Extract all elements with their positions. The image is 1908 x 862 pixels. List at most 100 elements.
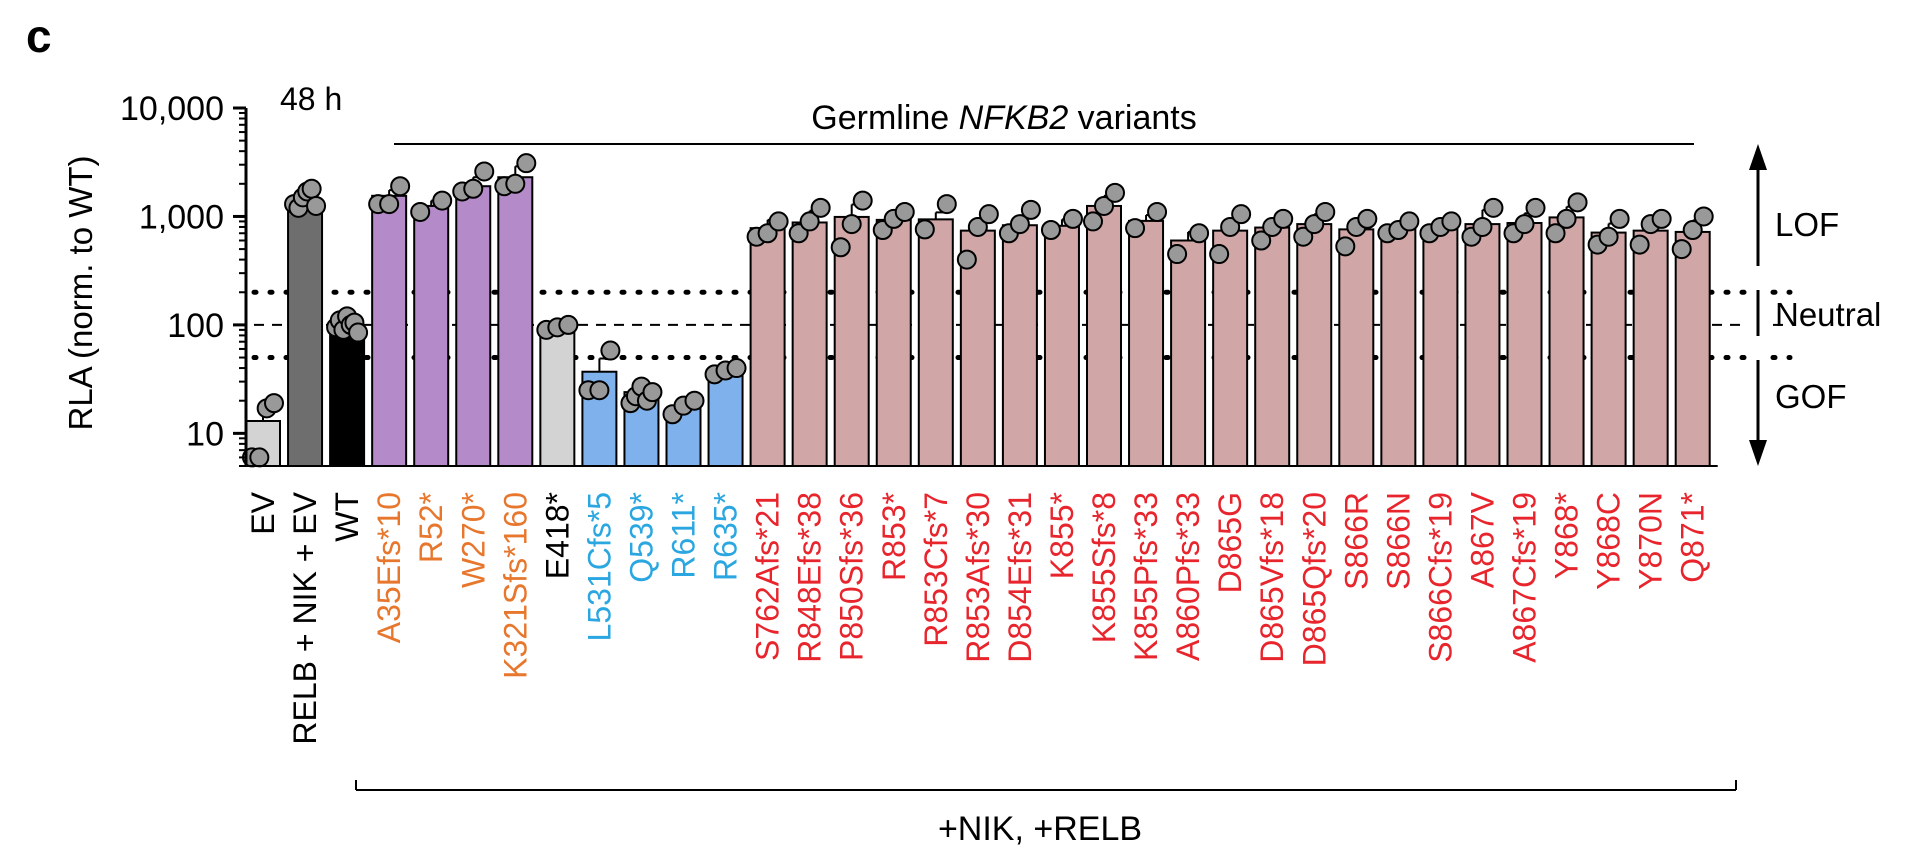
bar xyxy=(455,185,492,468)
x-tick-label: S866N xyxy=(1380,492,1416,590)
data-point xyxy=(1009,214,1030,235)
data-point xyxy=(894,201,915,222)
lof-label: LOF xyxy=(1775,206,1839,243)
x-tick-label: EV xyxy=(245,491,281,534)
panel-label: c xyxy=(26,10,52,62)
data-point xyxy=(1682,220,1703,241)
x-tick-label: D865Qfs*20 xyxy=(1296,492,1332,666)
x-tick-label: D865G xyxy=(1212,492,1248,593)
data-point xyxy=(1209,244,1230,265)
neutral-label: Neutral xyxy=(1775,296,1881,333)
x-tick-label: W270* xyxy=(455,492,491,588)
bar xyxy=(1632,229,1669,467)
x-tick-label: S866Cfs*19 xyxy=(1422,492,1458,663)
data-point xyxy=(1545,223,1566,244)
x-tick-label: D854Efs*31 xyxy=(1002,492,1038,663)
bar xyxy=(707,370,744,468)
x-tick-label: S762Afs*21 xyxy=(750,492,786,661)
data-point xyxy=(936,194,957,215)
data-point xyxy=(830,237,851,258)
data-point xyxy=(1062,208,1083,229)
data-point xyxy=(306,195,327,216)
bar xyxy=(413,204,450,467)
data-point xyxy=(768,211,789,232)
bar xyxy=(1674,230,1711,467)
bracket-label: +NIK, +RELB xyxy=(938,810,1142,848)
bar xyxy=(959,229,996,467)
bar xyxy=(1380,228,1417,467)
x-tick-label: Q539* xyxy=(623,492,659,583)
data-point xyxy=(432,190,453,211)
bar xyxy=(1590,231,1627,467)
data-point xyxy=(956,249,977,270)
bar xyxy=(1338,228,1375,467)
data-point xyxy=(249,447,270,468)
data-point xyxy=(1629,234,1650,255)
data-point xyxy=(1483,197,1504,218)
bar xyxy=(539,327,576,468)
x-tick-label: R611* xyxy=(666,492,702,579)
data-point xyxy=(1598,226,1619,247)
bar xyxy=(1043,224,1080,467)
x-tick-label: L531Cfs*5 xyxy=(581,492,617,641)
y-tick-label: 100 xyxy=(167,307,224,345)
data-point xyxy=(1556,208,1577,229)
bar xyxy=(1001,224,1038,467)
data-point xyxy=(505,173,526,194)
data-point xyxy=(463,178,484,199)
data-point xyxy=(852,190,873,211)
x-tick-label: R853Afs*30 xyxy=(960,492,996,663)
data-point xyxy=(967,216,988,237)
bar xyxy=(1086,204,1122,467)
data-point xyxy=(516,153,537,174)
x-tick-label: K855* xyxy=(1044,492,1080,579)
x-tick-label: Y868* xyxy=(1549,492,1585,579)
data-point xyxy=(1040,220,1061,241)
bar xyxy=(1548,216,1585,467)
bar xyxy=(791,221,828,467)
data-point xyxy=(474,161,495,182)
x-tick-label: Q871* xyxy=(1675,492,1711,583)
x-tick-label: K855Pfs*33 xyxy=(1128,492,1164,661)
time-label: 48 h xyxy=(280,81,342,117)
x-tick-label: P850Sfs*36 xyxy=(834,492,870,661)
data-point xyxy=(1304,214,1325,235)
x-tick-label: Y870N xyxy=(1633,492,1669,590)
data-point xyxy=(1399,211,1420,232)
data-point xyxy=(1357,208,1378,229)
data-point xyxy=(1315,201,1336,222)
data-point xyxy=(600,340,621,361)
x-tick-label: R853Cfs*7 xyxy=(918,492,954,647)
gof-label: GOF xyxy=(1775,378,1847,415)
y-axis-label: RLA (norm. to WT) xyxy=(62,155,99,430)
bar xyxy=(1212,229,1249,467)
data-point xyxy=(1335,236,1356,257)
data-point xyxy=(1273,208,1294,229)
x-tick-label: WT xyxy=(329,492,365,542)
x-tick-label: R848Efs*38 xyxy=(792,492,828,663)
data-point xyxy=(1251,230,1272,251)
data-point xyxy=(1441,211,1462,232)
chart-title-prefix: Germline xyxy=(811,99,958,137)
data-point xyxy=(1020,199,1041,220)
data-point xyxy=(1693,206,1714,227)
down-arrow-icon xyxy=(1749,440,1767,466)
data-point xyxy=(410,201,431,222)
bar xyxy=(1170,239,1207,467)
x-tick-label: K855Sfs*8 xyxy=(1086,492,1122,643)
up-arrow-icon xyxy=(1749,144,1767,170)
x-tick-label: R853* xyxy=(876,492,912,581)
side-annotation: LOF Neutral GOF xyxy=(1749,144,1881,466)
bars-group xyxy=(245,165,1711,468)
data-point xyxy=(1609,208,1630,229)
data-point xyxy=(914,219,935,240)
data-point xyxy=(810,197,831,218)
data-point xyxy=(264,393,284,414)
data-point xyxy=(1220,216,1241,237)
data-point xyxy=(684,390,705,411)
data-point xyxy=(379,194,400,215)
data-point xyxy=(726,358,747,379)
y-tick-label: 10 xyxy=(186,415,224,453)
data-point xyxy=(1671,239,1692,260)
